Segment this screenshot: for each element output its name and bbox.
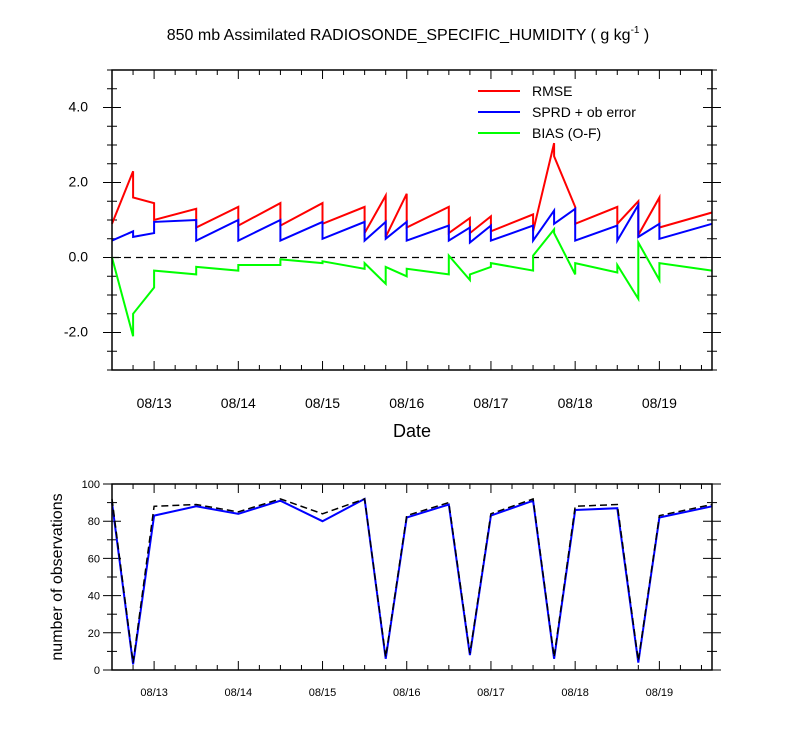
x-tick-label: 08/15 [309, 687, 337, 699]
x-tick-label: 08/18 [558, 395, 593, 411]
bottom-plot-frame [111, 483, 713, 671]
top-chart: 850 mb Assimilated RADIOSONDE_SPECIFIC_H… [64, 25, 721, 441]
y-tick-label: 60 [88, 553, 100, 565]
bottom-series-group [111, 497, 713, 665]
y-tick-label: 100 [82, 479, 100, 491]
top-plot-frame [111, 69, 713, 371]
top-chart-title-superscript: -1 [631, 25, 640, 36]
series-line-assimilated [111, 497, 713, 665]
x-tick-label: 08/14 [225, 687, 253, 699]
legend-label: BIAS (O-F) [532, 125, 601, 141]
top-axes: 08/13 08/14 08/15 08/16 08/17 08/18 08/19 -2.0 0… [64, 69, 721, 411]
legend-label: RMSE [532, 83, 572, 99]
bottom-chart: 08/13 08/14 08/15 08/16 08/17 08/18 08/19 0 20 40… [49, 479, 721, 699]
top-x-axis-label: Date [393, 421, 431, 441]
series-line-rmse [111, 142, 713, 239]
x-tick-label: 08/16 [389, 395, 424, 411]
top-legend: RMSE SPRD + ob error BIAS (O-F) [478, 83, 636, 141]
x-tick-label: 08/17 [473, 395, 508, 411]
bottom-y-axis-label: number of observations [49, 493, 66, 660]
bottom-axes: 08/13 08/14 08/15 08/16 08/17 08/18 08/19 0 20 40… [82, 479, 721, 699]
x-tick-label: 08/18 [561, 687, 589, 699]
x-tick-label: 08/13 [140, 687, 168, 699]
legend-label: SPRD + ob error [532, 104, 636, 120]
y-tick-label: -2.0 [64, 324, 88, 340]
x-tick-label: 08/15 [305, 395, 340, 411]
x-tick-label: 08/16 [393, 687, 421, 699]
y-tick-label: 20 [88, 628, 100, 640]
series-line-total [111, 497, 713, 663]
x-tick-label: 08/14 [221, 395, 256, 411]
x-tick-label: 08/19 [642, 395, 677, 411]
y-tick-label: 0 [94, 665, 100, 677]
y-tick-label: 2.0 [69, 174, 89, 190]
top-chart-title: 850 mb Assimilated RADIOSONDE_SPECIFIC_H… [167, 25, 650, 44]
y-tick-label: 4.0 [69, 99, 89, 115]
top-series-group [111, 142, 713, 337]
series-line-bias-o-f [111, 226, 713, 337]
y-tick-label: 80 [88, 516, 100, 528]
x-tick-label: 08/13 [137, 395, 172, 411]
top-chart-title-end: ) [639, 27, 649, 44]
x-tick-label: 08/19 [646, 687, 674, 699]
series-line-sprd-ob-error [111, 201, 713, 245]
y-tick-label: 0.0 [69, 249, 89, 265]
x-tick-label: 08/17 [477, 687, 505, 699]
y-tick-label: 40 [88, 591, 100, 603]
